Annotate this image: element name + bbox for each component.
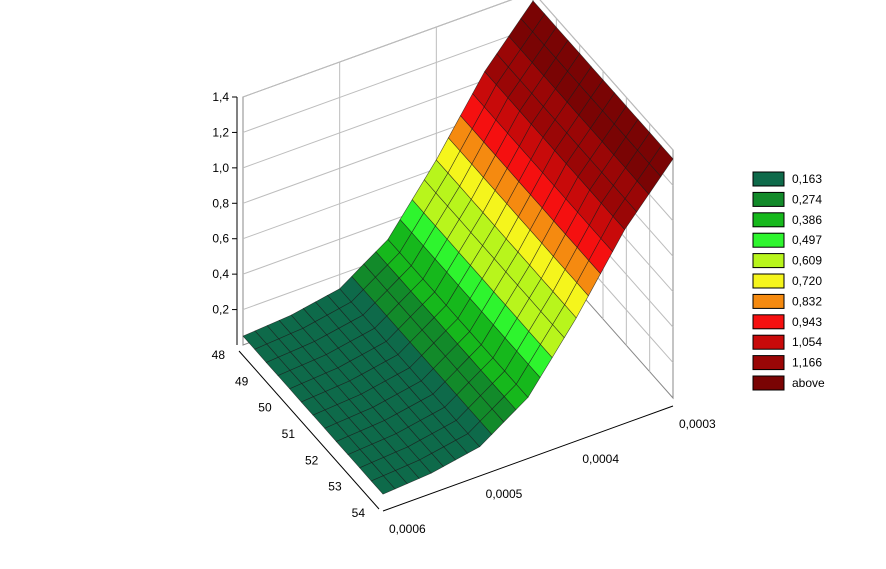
- z-tick-label: 0,4: [212, 267, 229, 281]
- legend-swatch: [752, 171, 785, 187]
- y-tick-label: 0,0003: [679, 417, 716, 431]
- y-tick-label: 0,0006: [389, 522, 426, 536]
- legend-label: 0,609: [792, 254, 822, 268]
- x-tick-label: 48: [212, 348, 226, 362]
- y-tick-label: 0,0004: [582, 452, 619, 466]
- x-tick-label: 53: [328, 480, 342, 494]
- legend-label: 0,943: [792, 315, 822, 329]
- legend-label: 0,720: [792, 274, 822, 288]
- legend-label: 0,274: [792, 192, 822, 206]
- legend-label: above: [792, 376, 825, 390]
- z-tick-label: 0,6: [212, 232, 229, 246]
- legend-label: 0,163: [792, 172, 822, 186]
- y-axis-line: [382, 405, 674, 512]
- x-tick-label: 51: [282, 427, 296, 441]
- legend: 0,163 0,274 0,386 0,497 0,609 0,720 0,832 0,943…: [752, 171, 825, 391]
- legend-label: 0,832: [792, 294, 822, 308]
- legend-swatch: [752, 273, 785, 289]
- legend-swatch: [752, 191, 785, 207]
- legend-swatch: [752, 314, 785, 330]
- x-tick-label: 49: [235, 374, 249, 388]
- surface-cell: [648, 145, 674, 177]
- x-tick-label: 54: [352, 506, 366, 520]
- surface-plot: [242, 0, 674, 495]
- legend-label: 1,166: [792, 356, 822, 370]
- legend-swatch: [752, 334, 785, 350]
- legend-swatch: [752, 212, 785, 228]
- z-tick-label: 0,8: [212, 196, 229, 210]
- legend-swatch: [752, 375, 785, 391]
- z-tick-label: 1,2: [212, 125, 229, 139]
- z-tick-label: 0,2: [212, 303, 229, 317]
- legend-label: 0,386: [792, 213, 822, 227]
- z-tick-label: 1,0: [212, 161, 229, 175]
- chart-axes: 0,2 0,4 0,6 0,8 1,0 1,2 1,4 48 49 50 51 52 53 54 0,000…: [212, 90, 716, 536]
- y-tick-label: 0,0005: [486, 487, 523, 501]
- legend-swatch: [752, 293, 785, 309]
- legend-label: 1,054: [792, 335, 822, 349]
- z-tick-label: 1,4: [212, 90, 229, 104]
- legend-swatch: [752, 232, 785, 248]
- x-tick-label: 52: [305, 453, 319, 467]
- x-tick-label: 50: [258, 401, 272, 415]
- legend-swatch: [752, 355, 785, 371]
- x-axis-line: [238, 350, 380, 510]
- legend-label: 0,497: [792, 233, 822, 247]
- legend-swatch: [752, 253, 785, 269]
